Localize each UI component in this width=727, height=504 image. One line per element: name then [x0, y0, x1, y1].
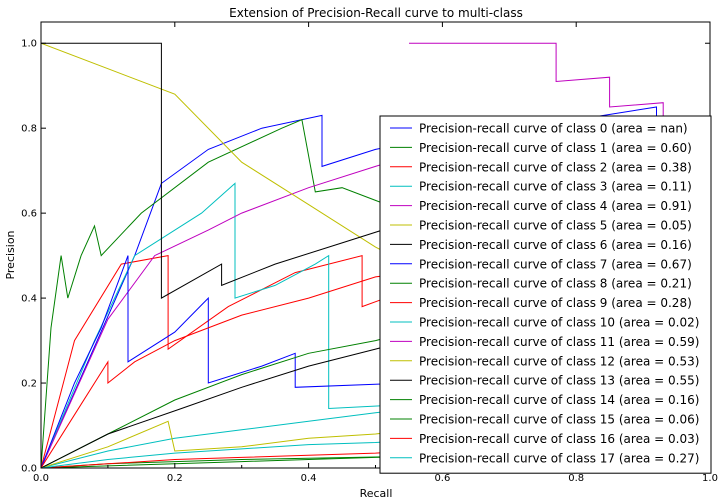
- x-tick-label: 1.0: [702, 473, 718, 484]
- series-line-class-6: [41, 42, 410, 299]
- legend-entry-0: Precision-recall curve of class 0 (area …: [419, 122, 688, 136]
- series-line-class-13: [41, 340, 410, 468]
- x-tick-label: 0.2: [167, 473, 183, 484]
- x-axis-label: Recall: [360, 487, 393, 500]
- legend-entry-12: Precision-recall curve of class 12 (area…: [419, 354, 699, 368]
- series-line-class-17: [41, 439, 410, 468]
- chart-title: Extension of Precision-Recall curve to m…: [229, 6, 523, 20]
- series-line-class-1: [41, 118, 410, 468]
- series-group: [41, 42, 664, 468]
- series-line-class-9: [41, 272, 410, 468]
- legend-box: [379, 115, 712, 474]
- legend-entry-4: Precision-recall curve of class 4 (area …: [419, 199, 692, 213]
- series-line-class-7: [41, 255, 410, 468]
- x-tick-label: 0.4: [301, 473, 317, 484]
- y-axis-label: Precision: [4, 230, 17, 279]
- y-tick-label: 0.8: [21, 124, 37, 135]
- legend-entry-10: Precision-recall curve of class 10 (area…: [419, 316, 699, 330]
- series-line-class-3: [41, 182, 410, 468]
- legend-entry-16: Precision-recall curve of class 16 (area…: [419, 432, 699, 446]
- series-line-class-5: [41, 42, 410, 265]
- legend-entry-3: Precision-recall curve of class 3 (area …: [419, 180, 692, 194]
- series-line-class-11: [409, 42, 664, 129]
- legend-entry-17: Precision-recall curve of class 17 (area…: [419, 451, 699, 465]
- legend-entry-7: Precision-recall curve of class 7 (area …: [419, 257, 692, 271]
- series-line-class-12: [41, 420, 410, 468]
- legend-entry-14: Precision-recall curve of class 14 (area…: [419, 393, 699, 407]
- legend-entry-6: Precision-recall curve of class 6 (area …: [419, 238, 692, 252]
- x-tick-label: 0.0: [33, 473, 49, 484]
- y-tick-label: 1.0: [21, 39, 37, 50]
- legend-entry-8: Precision-recall curve of class 8 (area …: [419, 277, 692, 291]
- y-tick-label: 0.0: [21, 464, 37, 475]
- series-line-class-16: [41, 450, 410, 468]
- legend-entry-13: Precision-recall curve of class 13 (area…: [419, 374, 699, 388]
- x-tick-label: 0.6: [434, 473, 450, 484]
- y-tick-label: 0.4: [21, 294, 37, 305]
- y-tick-label: 0.6: [21, 209, 37, 220]
- legend-entry-15: Precision-recall curve of class 15 (area…: [419, 413, 699, 427]
- legend-entry-5: Precision-recall curve of class 5 (area …: [419, 219, 692, 233]
- series-line-class-10: [41, 408, 410, 468]
- legend-entry-2: Precision-recall curve of class 2 (area …: [419, 160, 692, 174]
- y-tick-label: 0.2: [21, 379, 37, 390]
- x-tick-label: 0.8: [568, 473, 584, 484]
- legend-entry-9: Precision-recall curve of class 9 (area …: [419, 296, 692, 310]
- legend-entry-1: Precision-recall curve of class 1 (area …: [419, 141, 692, 155]
- legend-entry-11: Precision-recall curve of class 11 (area…: [419, 335, 699, 349]
